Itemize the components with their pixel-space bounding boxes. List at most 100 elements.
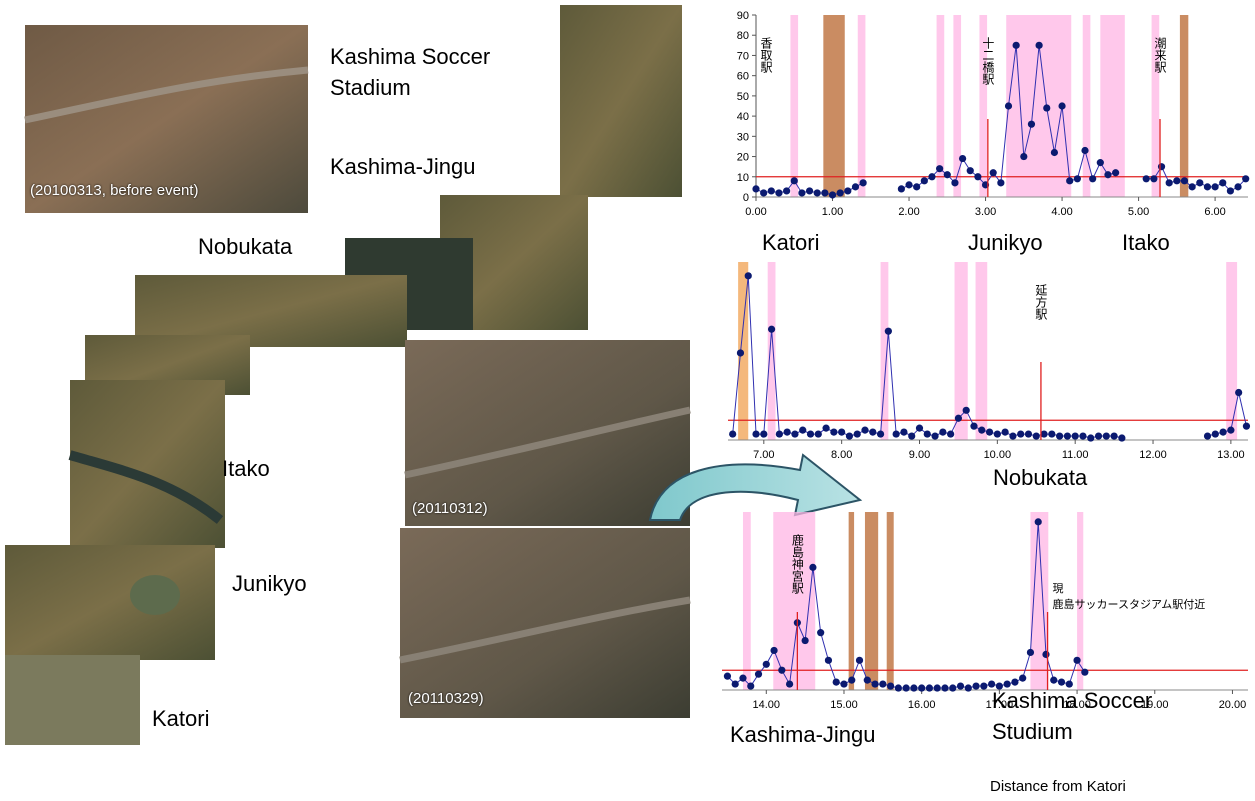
data-point xyxy=(752,430,759,437)
data-point xyxy=(887,682,894,689)
data-point xyxy=(783,187,790,194)
band xyxy=(849,512,854,690)
data-point xyxy=(852,183,859,190)
band xyxy=(1083,15,1091,197)
data-point xyxy=(745,272,752,279)
data-point xyxy=(1112,169,1119,176)
data-point xyxy=(951,179,958,186)
data-point xyxy=(752,185,759,192)
data-point xyxy=(1019,675,1026,682)
data-point xyxy=(947,430,954,437)
place-label: Junikyo xyxy=(968,228,1043,259)
data-point xyxy=(1158,163,1165,170)
data-point xyxy=(1035,518,1042,525)
x-tick-label: 13.00 xyxy=(1217,449,1245,461)
data-point xyxy=(1050,677,1057,684)
data-line xyxy=(733,276,1247,438)
data-point xyxy=(1204,432,1211,439)
data-point xyxy=(791,177,798,184)
data-point xyxy=(724,673,731,680)
data-point xyxy=(821,189,828,196)
data-point xyxy=(806,187,813,194)
data-point xyxy=(1219,428,1226,435)
data-point xyxy=(829,191,836,198)
band xyxy=(1180,15,1188,197)
data-point xyxy=(1243,423,1250,430)
data-point xyxy=(763,661,770,668)
data-point xyxy=(1005,102,1012,109)
data-point xyxy=(1048,430,1055,437)
data-point xyxy=(928,173,935,180)
data-point xyxy=(877,430,884,437)
x-tick-label: 10.00 xyxy=(984,449,1012,461)
data-point xyxy=(1166,179,1173,186)
data-point xyxy=(1103,432,1110,439)
data-point xyxy=(869,428,876,435)
data-point xyxy=(791,430,798,437)
station-label: 潮来駅 xyxy=(1153,36,1167,74)
y-tick-label: 20 xyxy=(737,152,749,164)
data-point xyxy=(739,675,746,682)
data-point xyxy=(807,430,814,437)
data-point xyxy=(809,564,816,571)
x-tick-label: 7.00 xyxy=(753,449,774,461)
band xyxy=(887,512,894,690)
data-point xyxy=(768,326,775,333)
data-point xyxy=(986,428,993,435)
data-point xyxy=(848,677,855,684)
data-point xyxy=(1095,432,1102,439)
y-tick-label: 80 xyxy=(737,30,749,42)
data-point xyxy=(846,432,853,439)
data-point xyxy=(871,680,878,687)
data-point xyxy=(957,682,964,689)
x-tick-label: 14.00 xyxy=(753,699,781,711)
data-point xyxy=(936,165,943,172)
data-point xyxy=(1064,432,1071,439)
band xyxy=(1226,262,1237,440)
data-point xyxy=(895,684,902,691)
x-tick-label: 16.00 xyxy=(908,699,936,711)
y-tick-label: 30 xyxy=(737,131,749,143)
x-tick-label: 9.00 xyxy=(909,449,930,461)
station-label: 現 xyxy=(1053,582,1064,595)
data-point xyxy=(955,415,962,422)
data-point xyxy=(965,684,972,691)
data-point xyxy=(737,349,744,356)
data-point xyxy=(770,647,777,654)
y-tick-label: 40 xyxy=(737,111,749,123)
data-point xyxy=(1036,42,1043,49)
data-point xyxy=(885,328,892,335)
data-point xyxy=(1058,102,1065,109)
data-point xyxy=(967,167,974,174)
x-tick-label: 12.00 xyxy=(1139,449,1167,461)
data-point xyxy=(1011,678,1018,685)
data-point xyxy=(1066,177,1073,184)
place-label: Itako xyxy=(1122,228,1170,259)
data-point xyxy=(768,187,775,194)
y-tick-label: 0 xyxy=(743,192,749,204)
station-label: 香取駅 xyxy=(759,37,773,74)
data-point xyxy=(944,171,951,178)
data-point xyxy=(1227,427,1234,434)
data-point xyxy=(814,189,821,196)
data-point xyxy=(833,678,840,685)
data-point xyxy=(1234,183,1241,190)
data-point xyxy=(1043,104,1050,111)
data-point xyxy=(1087,434,1094,441)
x-tick-label: 2.00 xyxy=(898,206,919,218)
data-point xyxy=(802,637,809,644)
data-point xyxy=(1074,175,1081,182)
x-tick-label: 4.00 xyxy=(1051,206,1072,218)
data-point xyxy=(1089,175,1096,182)
data-point xyxy=(879,680,886,687)
x-tick-label: 8.00 xyxy=(831,449,852,461)
data-point xyxy=(908,432,915,439)
data-point xyxy=(786,680,793,687)
data-point xyxy=(905,181,912,188)
x-tick-label: 0.00 xyxy=(745,206,766,218)
data-point xyxy=(918,684,925,691)
data-point xyxy=(978,427,985,434)
data-point xyxy=(963,407,970,414)
band xyxy=(865,512,878,690)
data-point xyxy=(903,684,910,691)
